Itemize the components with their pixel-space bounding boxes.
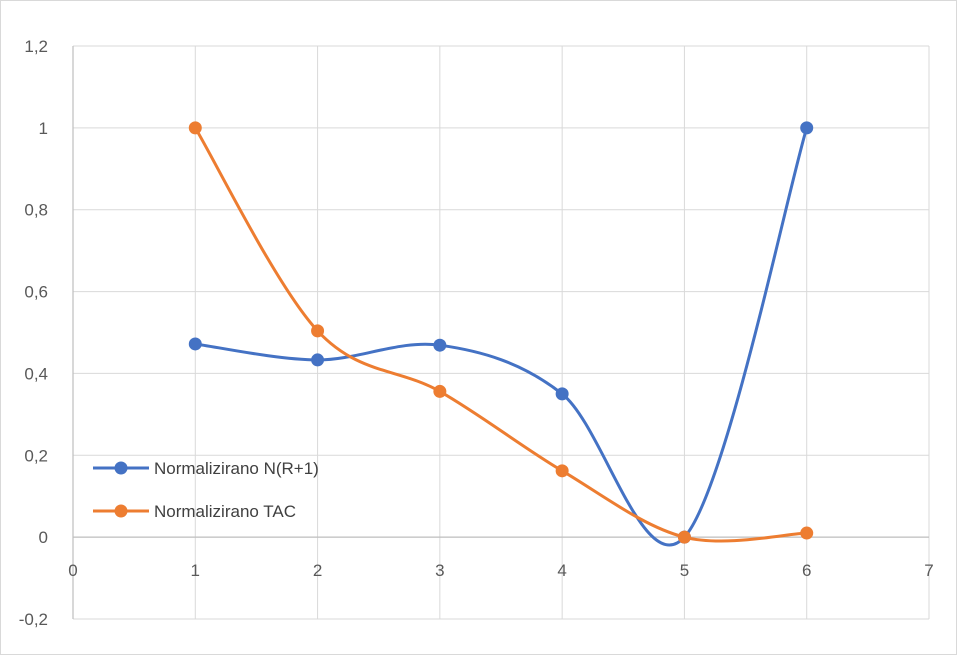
y-tick-label: 0 [39, 528, 48, 547]
series-1 [188, 121, 814, 547]
data-point [311, 353, 325, 367]
series-line [193, 126, 809, 543]
series-line [193, 126, 809, 547]
y-tick-label: 0,6 [24, 283, 48, 302]
y-tick-labels: -0,2 0 0,2 0,4 0,6 0,8 1 1,2 [19, 37, 48, 629]
y-tick-label: 1,2 [24, 37, 48, 56]
x-tick-label: 1 [191, 561, 200, 580]
data-point [800, 121, 814, 135]
x-tick-label: 5 [680, 561, 689, 580]
gridlines [72, 45, 930, 620]
axes [72, 46, 929, 619]
legend: Normalizirano N(R+1) Normalizirano TAC [93, 459, 319, 521]
y-tick-label: -0,2 [19, 610, 48, 629]
y-tick-label: 0,4 [24, 364, 48, 383]
data-point [555, 387, 569, 401]
x-tick-label: 0 [68, 561, 77, 580]
data-point [188, 121, 202, 135]
legend-marker [114, 461, 128, 475]
data-point [433, 338, 447, 352]
legend-label: Normalizirano N(R+1) [154, 459, 319, 478]
data-point [188, 337, 202, 351]
series-lines [188, 121, 814, 547]
legend-entry: Normalizirano N(R+1) [93, 459, 319, 478]
x-tick-label: 4 [557, 561, 566, 580]
legend-marker [114, 504, 128, 518]
data-point [800, 526, 814, 540]
series-2 [188, 121, 814, 544]
x-tick-label: 3 [435, 561, 444, 580]
y-tick-label: 1 [39, 119, 48, 138]
x-tick-label: 2 [313, 561, 322, 580]
data-point [311, 324, 325, 338]
x-tick-label: 7 [924, 561, 933, 580]
y-tick-label: 0,8 [24, 201, 48, 220]
data-point [677, 530, 691, 544]
x-tick-label: 6 [802, 561, 811, 580]
legend-label: Normalizirano TAC [154, 502, 296, 521]
y-tick-label: 0,2 [24, 446, 48, 465]
data-point [433, 384, 447, 398]
x-tick-labels: 0 1 2 3 4 5 6 7 [68, 561, 933, 580]
data-point [555, 464, 569, 478]
legend-entry: Normalizirano TAC [93, 502, 296, 521]
